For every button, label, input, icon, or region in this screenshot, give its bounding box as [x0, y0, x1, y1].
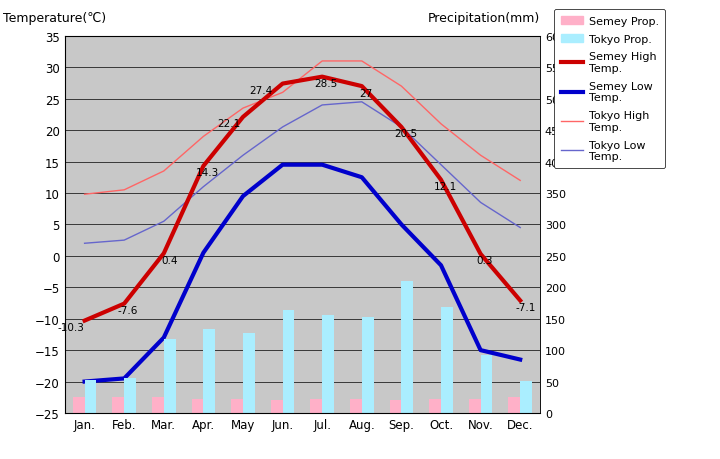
Bar	[203, 330, 215, 413]
Text: Precipitation(mm): Precipitation(mm)	[428, 12, 540, 25]
Text: Temperature(℃): Temperature(℃)	[3, 12, 106, 25]
Bar	[243, 333, 255, 413]
Bar	[163, 339, 176, 413]
Text: -7.6: -7.6	[118, 305, 138, 315]
Bar	[73, 397, 85, 413]
Bar	[480, 355, 492, 413]
Text: -10.3: -10.3	[58, 322, 84, 332]
Bar	[441, 308, 453, 413]
Text: 22.1: 22.1	[217, 119, 240, 129]
Bar	[85, 381, 96, 413]
Bar	[192, 399, 203, 413]
Legend: Semey Prop., Tokyo Prop., Semey High
Temp., Semey Low
Temp., Tokyo High
Temp., T: Semey Prop., Tokyo Prop., Semey High Tem…	[554, 10, 665, 168]
Bar	[429, 399, 441, 413]
Text: 12.1: 12.1	[433, 182, 456, 192]
Bar	[361, 317, 374, 413]
Bar	[390, 400, 401, 413]
Text: -7.1: -7.1	[516, 302, 536, 312]
Text: 27.4: 27.4	[249, 86, 272, 96]
Bar	[508, 397, 520, 413]
Bar	[469, 399, 481, 413]
Bar	[271, 400, 282, 413]
Bar	[350, 399, 361, 413]
Bar	[310, 399, 322, 413]
Text: 20.5: 20.5	[394, 129, 417, 139]
Bar	[112, 397, 124, 413]
Bar	[152, 397, 163, 413]
Text: 14.3: 14.3	[196, 168, 219, 178]
Text: 0.3: 0.3	[477, 256, 492, 266]
Bar	[322, 315, 334, 413]
Bar	[282, 310, 294, 413]
Text: 28.5: 28.5	[315, 79, 338, 89]
Bar	[231, 399, 243, 413]
Text: 27: 27	[359, 88, 372, 98]
Bar	[402, 281, 413, 413]
Bar	[124, 378, 136, 413]
Bar	[520, 381, 532, 413]
Text: 0.4: 0.4	[161, 255, 178, 265]
